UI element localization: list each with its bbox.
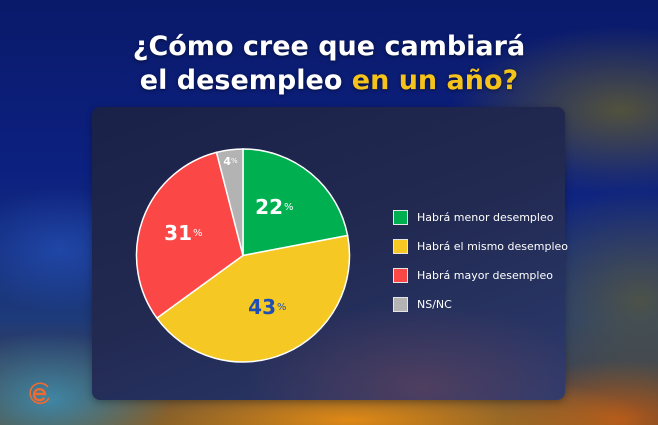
legend-swatch-green [393, 210, 408, 225]
legend-label: Habrá mayor desempleo [417, 269, 553, 282]
pie-slices [135, 148, 351, 363]
title-line-2-highlight: en un año? [351, 65, 519, 96]
legend-item-nsnc: NS/NC [393, 290, 568, 319]
title-line-2: el desempleo en un año? [0, 64, 658, 98]
svg-text:22: 22 [255, 195, 283, 219]
chart-title: ¿Cómo cree que cambiará el desempleo en … [0, 30, 658, 98]
legend-label: Habrá el mismo desempleo [417, 240, 569, 253]
slice-label-menor: 22 % [255, 195, 293, 219]
legend-swatch-yellow [393, 239, 408, 254]
svg-text:%: % [284, 202, 294, 213]
svg-text:31: 31 [164, 221, 192, 245]
legend-label: Habrá menor desempleo [417, 211, 554, 224]
legend-item-menor: Habrá menor desempleo [393, 203, 568, 232]
slice-label-nsnc: 4 % [223, 155, 238, 168]
slice-mismo [155, 234, 351, 363]
legend-item-mayor: Habrá mayor desempleo [393, 261, 568, 290]
legend-item-mismo: Habrá el mismo desempleo [393, 232, 568, 261]
title-line-1: ¿Cómo cree que cambiará [132, 31, 526, 62]
svg-text:%: % [277, 302, 287, 313]
slice-menor [242, 148, 349, 257]
slice-label-mayor: 31 % [164, 221, 202, 245]
svg-text:43: 43 [248, 295, 276, 319]
legend-label: NS/NC [417, 298, 452, 311]
svg-text:4: 4 [223, 155, 231, 168]
slice-mayor [135, 151, 244, 320]
svg-text:%: % [193, 228, 203, 239]
e-logo-icon [29, 382, 50, 405]
slice-nsnc [215, 148, 244, 256]
svg-text:%: % [231, 157, 238, 165]
title-line-2-plain: el desempleo [139, 65, 352, 96]
chart-legend: Habrá menor desempleo Habrá el mismo des… [393, 203, 568, 319]
slice-label-mismo: 43 % [248, 295, 286, 319]
legend-swatch-gray [393, 297, 408, 312]
legend-swatch-red [393, 268, 408, 283]
